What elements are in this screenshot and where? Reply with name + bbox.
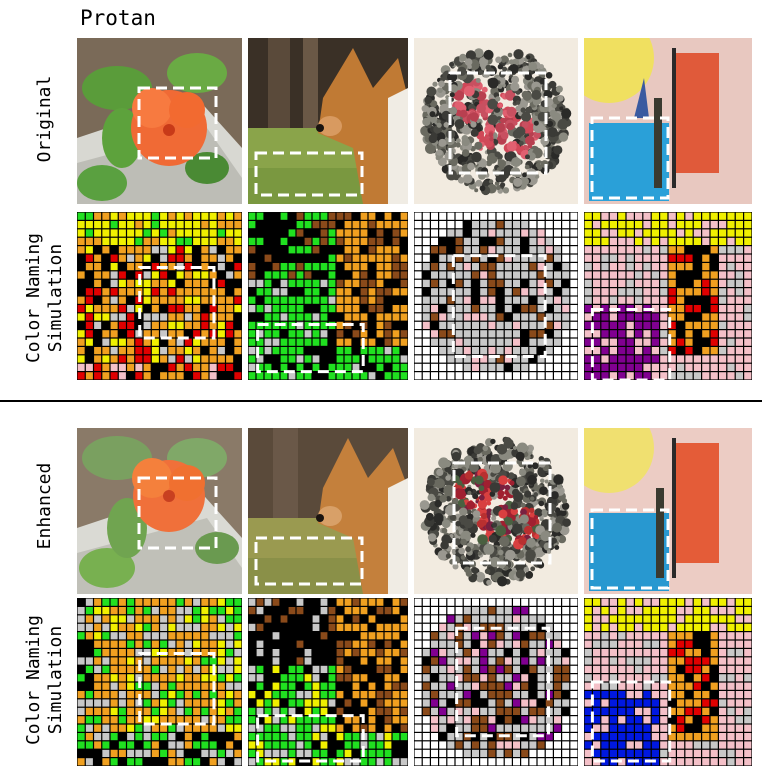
naming-enhanced-painting (584, 598, 752, 766)
naming-enhanced-dog (248, 598, 408, 766)
naming-original-painting (584, 212, 752, 380)
row-label-naming-1: Color Naming Simulation (23, 232, 66, 364)
original-ishihara-image (414, 38, 578, 204)
row-label-enhanced: Enhanced (34, 462, 55, 550)
enhanced-flower-image (77, 428, 242, 594)
naming-original-ishihara (414, 212, 578, 380)
original-dog-image (248, 38, 408, 204)
row-label-original: Original (34, 75, 55, 163)
original-flower-image (77, 38, 242, 204)
enhanced-ishihara-image (414, 428, 578, 594)
enhanced-painting-image (584, 428, 752, 594)
original-painting-image (584, 38, 752, 204)
section-divider (0, 400, 762, 402)
naming-enhanced-flower (77, 598, 242, 766)
row-label-naming-2: Color Naming Simulation (23, 614, 66, 746)
naming-enhanced-ishihara (414, 598, 578, 766)
naming-original-dog (248, 212, 408, 380)
figure-title: Protan (80, 6, 156, 30)
enhanced-dog-image (248, 428, 408, 594)
naming-original-flower (77, 212, 242, 380)
